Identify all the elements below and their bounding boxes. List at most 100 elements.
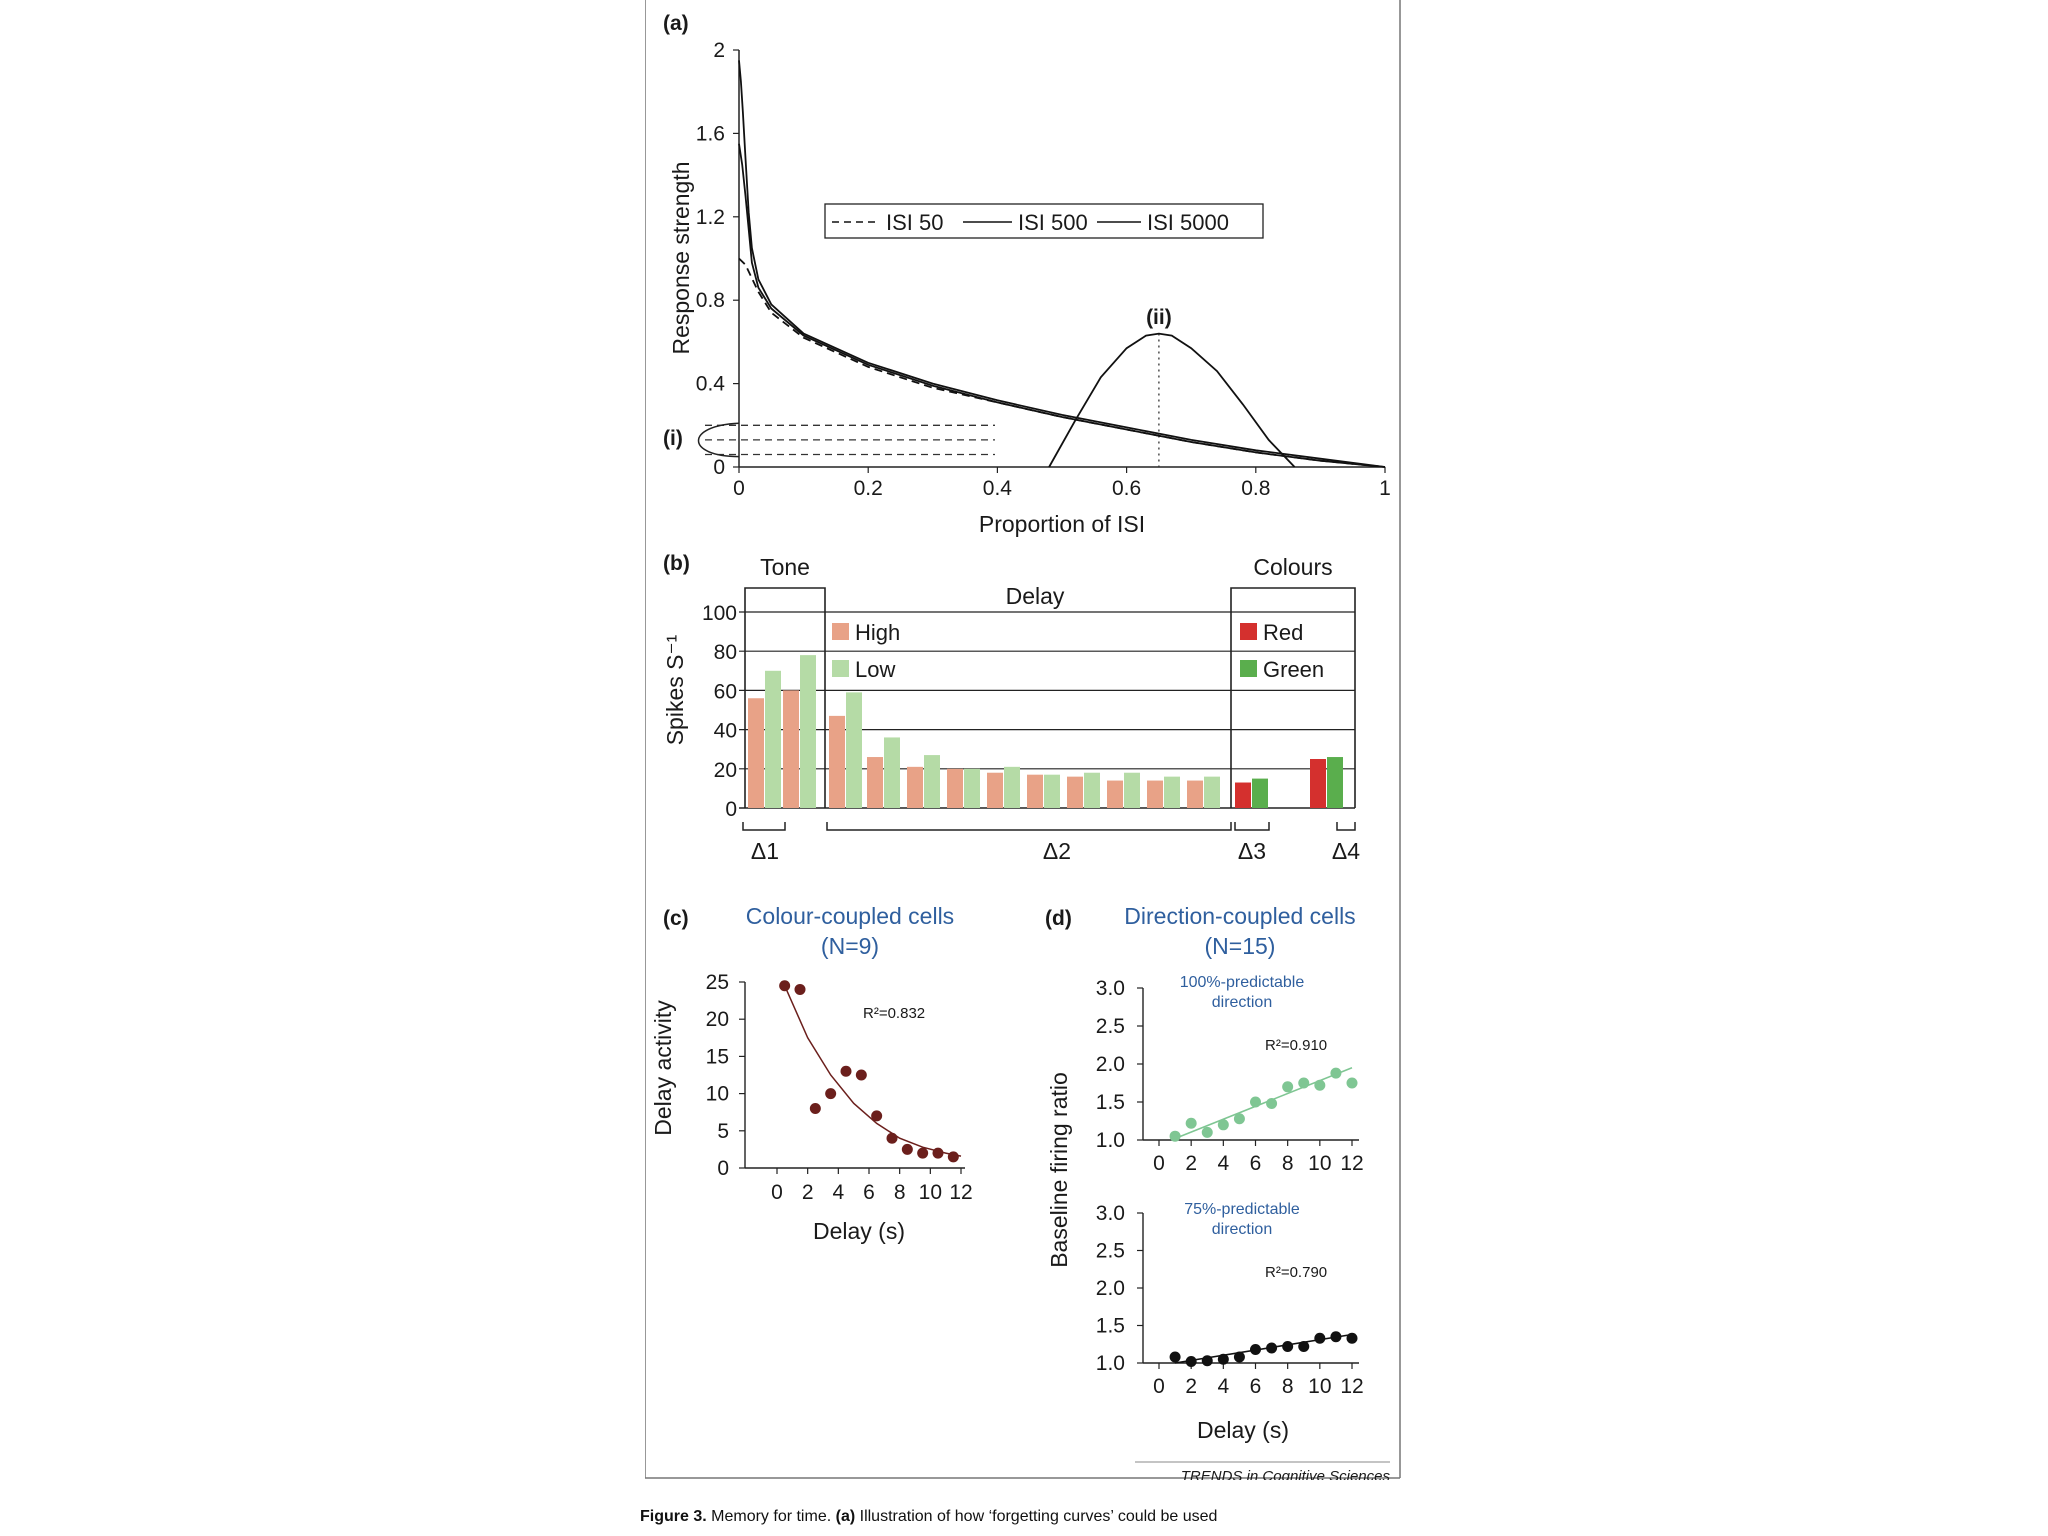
c-data-point (825, 1088, 837, 1100)
b-legend-swatch-low (832, 660, 849, 677)
b-epoch-delay: Delay (1006, 583, 1065, 609)
figure-panel: (a) 0 0.4 0.8 1.2 1.6 2 0 0.2 0.4 0.6 0.8 1 Proportio… (645, 0, 1401, 1536)
d-100-data-point (1330, 1067, 1342, 1079)
c-y-tick-label: 0 (717, 1157, 729, 1180)
a-series-isi-5000 (738, 60, 1386, 468)
b-bar-low (1004, 766, 1020, 808)
c-x-tick-label: 4 (832, 1181, 844, 1204)
b-bar-low (964, 768, 980, 808)
a-x-tick-label: 1 (1379, 477, 1391, 500)
b-bar-high (907, 766, 923, 808)
b-interval-bracket (1234, 822, 1270, 831)
d-100-data-point (1314, 1079, 1326, 1091)
d-100-data-point (1185, 1117, 1197, 1129)
b-bar-low (1044, 774, 1060, 808)
d-75-fit-line (1174, 1333, 1353, 1364)
c-data-point (901, 1143, 913, 1155)
c-data-point (947, 1151, 959, 1163)
c-y-tick-label: 10 (706, 1083, 729, 1106)
a-y-tick-label: 0.8 (696, 289, 725, 312)
b-bar-red (1310, 759, 1326, 808)
b-legend-label: Green (1263, 657, 1324, 682)
figure-caption: Figure 3. Memory for time. (a) Illustrat… (640, 1508, 1460, 1526)
c-x-tick-label: 8 (894, 1181, 906, 1204)
d-75-condition-label: 75%-predictable (1184, 1201, 1300, 1218)
d-75-y-tick-label: 1.0 (1096, 1352, 1125, 1375)
d-75-r2-label: R²=0.790 (1265, 1264, 1327, 1281)
a-y-tick-label: 0 (713, 456, 725, 479)
c-data-point (855, 1069, 867, 1081)
b-bar-green (1252, 778, 1268, 808)
d-75-data-point (1185, 1356, 1197, 1367)
c-data-point (917, 1147, 929, 1159)
b-interval-bracket (742, 822, 786, 831)
d-100-y-tick-label: 1.5 (1096, 1091, 1125, 1114)
b-y-tick-label: 60 (714, 680, 737, 703)
panel-label-b: (b) (663, 552, 690, 575)
d-75-y-tick-label: 1.5 (1096, 1315, 1125, 1338)
b-bar-high (1027, 774, 1043, 808)
caption-continuation: Illustration of how ‘forgetting curves’ … (859, 1508, 1218, 1525)
c-x-tick-label: 10 (919, 1181, 942, 1204)
c-x-tick-label: 6 (863, 1181, 875, 1204)
d-100-y-tick-label: 2.5 (1096, 1015, 1125, 1038)
b-bar-high (867, 757, 883, 808)
d-100-x-tick-label: 12 (1340, 1152, 1363, 1175)
a-series-isi-50 (738, 257, 1386, 468)
d-100-fit-line (1174, 1067, 1353, 1140)
a-x-tick-label: 0.6 (1112, 477, 1141, 500)
d-75-data-point (1266, 1342, 1278, 1354)
b-y-tick-label: 40 (714, 720, 737, 743)
a-series-time-estimate-ii- (1048, 332, 1296, 468)
b-interval-label: Δ4 (1332, 838, 1360, 864)
d-75-data-point (1314, 1332, 1326, 1344)
d-75-x-tick-label: 12 (1340, 1375, 1363, 1398)
a-annotation-ii: (ii) (1146, 306, 1172, 329)
b-bar-high (1067, 776, 1083, 808)
d-75-data-point (1233, 1351, 1245, 1363)
b-interval-label: Δ3 (1238, 838, 1266, 864)
a-x-axis-label: Proportion of ISI (979, 511, 1145, 537)
d-75-y-tick-label: 3.0 (1096, 1202, 1125, 1225)
c-y-tick-label: 20 (706, 1008, 729, 1031)
d-100-condition-label: 100%-predictable (1180, 974, 1305, 991)
d-100-data-point (1201, 1126, 1213, 1138)
c-data-point (871, 1110, 883, 1122)
d-75-data-point (1330, 1331, 1342, 1343)
b-tone-bracket (744, 587, 826, 808)
b-bar-high (1187, 780, 1203, 808)
b-bar-low (846, 692, 862, 808)
d-100-x-tick-label: 2 (1185, 1152, 1197, 1175)
a-y-tick-label: 2 (713, 39, 725, 62)
b-bar-low (1164, 776, 1180, 808)
c-x-tick-label: 12 (949, 1181, 972, 1204)
d-75-x-tick-label: 2 (1185, 1375, 1197, 1398)
b-legend-swatch-high (832, 623, 849, 640)
c-x-tick-label: 0 (771, 1181, 783, 1204)
d-100-data-point (1266, 1098, 1278, 1110)
d-y-axis-label: Baseline firing ratio (1046, 1072, 1072, 1268)
b-bar-high (829, 715, 845, 808)
d-100-x-tick-label: 10 (1308, 1152, 1331, 1175)
b-y-tick-label: 20 (714, 759, 737, 782)
b-y-axis-label: Spikes S⁻¹ (662, 634, 688, 745)
b-interval-bracket (826, 822, 1232, 831)
b-bar-green (1327, 757, 1343, 808)
d-100-r2-label: R²=0.910 (1265, 1037, 1327, 1054)
b-y-tick-label: 100 (702, 602, 737, 625)
c-data-point (779, 980, 791, 992)
a-y-axis-label: Response strength (668, 161, 694, 354)
b-bar-red (1235, 782, 1251, 808)
d-75-x-tick-label: 8 (1282, 1375, 1294, 1398)
b-bar-low (1204, 776, 1220, 808)
c-data-point (809, 1102, 821, 1114)
d-100-y-tick-label: 1.0 (1096, 1129, 1125, 1152)
a-y-tick-label: 0.4 (696, 373, 726, 396)
figure-svg: (a)00.40.81.21.620 0.2 0.4 0.6 0.8 1Proportio… (645, 0, 1401, 1480)
d-100-data-point (1346, 1077, 1358, 1089)
b-epoch-tone: Tone (760, 554, 810, 580)
b-y-tick-label: 80 (714, 641, 737, 664)
d-75-y-tick-label: 2.5 (1096, 1240, 1125, 1263)
b-bar-low (800, 655, 816, 808)
d-75-x-tick-label: 10 (1308, 1375, 1331, 1398)
